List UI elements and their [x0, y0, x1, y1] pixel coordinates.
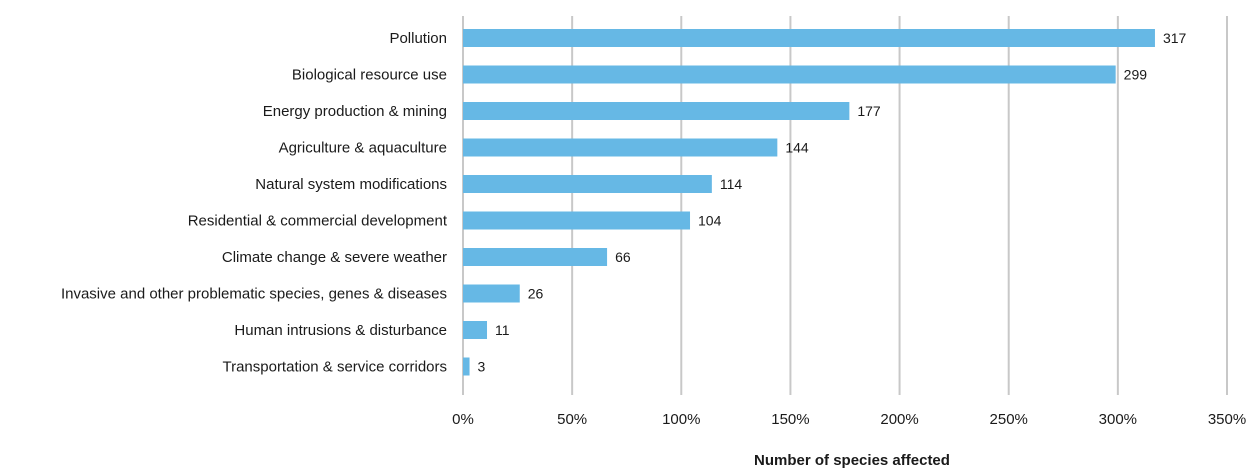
bar [463, 138, 778, 157]
value-label: 144 [785, 140, 809, 156]
category-label: Pollution [389, 30, 447, 47]
value-label: 317 [1163, 30, 1187, 46]
x-tick-label: 50% [557, 411, 587, 428]
value-label: 299 [1124, 67, 1148, 83]
x-tick-label: 100% [662, 411, 700, 428]
bars [463, 29, 1155, 376]
category-label: Energy production & mining [263, 103, 447, 120]
bar [463, 321, 488, 339]
x-tick-label: 0% [452, 411, 474, 428]
category-label: Natural system modifications [255, 176, 447, 193]
category-labels: Pollution Biological resource use Energy p… [61, 30, 448, 376]
x-tick-label: 150% [771, 411, 809, 428]
category-label: Biological resource use [292, 67, 447, 84]
bar [463, 102, 850, 120]
bar [463, 248, 608, 266]
bar [463, 211, 691, 230]
value-label: 11 [495, 322, 510, 338]
value-label: 104 [698, 213, 722, 229]
value-label: 66 [615, 249, 631, 265]
bar [463, 175, 712, 193]
x-tick-label: 250% [990, 411, 1028, 428]
value-label: 114 [720, 176, 743, 192]
value-label: 3 [478, 359, 486, 375]
category-label: Climate change & severe weather [222, 249, 447, 266]
value-labels: 317 299 177 144 114 104 66 26 11 3 [478, 30, 1187, 375]
x-tick-label: 300% [1099, 411, 1137, 428]
bar [463, 284, 520, 303]
category-label: Agriculture & aquaculture [279, 140, 447, 157]
x-tick-label: 350% [1208, 411, 1246, 428]
category-label: Transportation & service corridors [222, 359, 447, 376]
x-tick-labels: 0% 50% 100% 150% 200% 250% 300% 350% [452, 411, 1246, 428]
x-tick-label: 200% [880, 411, 918, 428]
bar [463, 65, 1116, 84]
value-label: 177 [857, 103, 881, 119]
category-label: Residential & commercial development [188, 213, 448, 230]
bar [463, 29, 1155, 47]
category-label: Invasive and other problematic species, … [61, 286, 447, 303]
category-label: Human intrusions & disturbance [234, 322, 447, 339]
value-label: 26 [528, 286, 544, 302]
x-axis-title: Number of species affected [754, 452, 950, 469]
bar [463, 357, 470, 376]
